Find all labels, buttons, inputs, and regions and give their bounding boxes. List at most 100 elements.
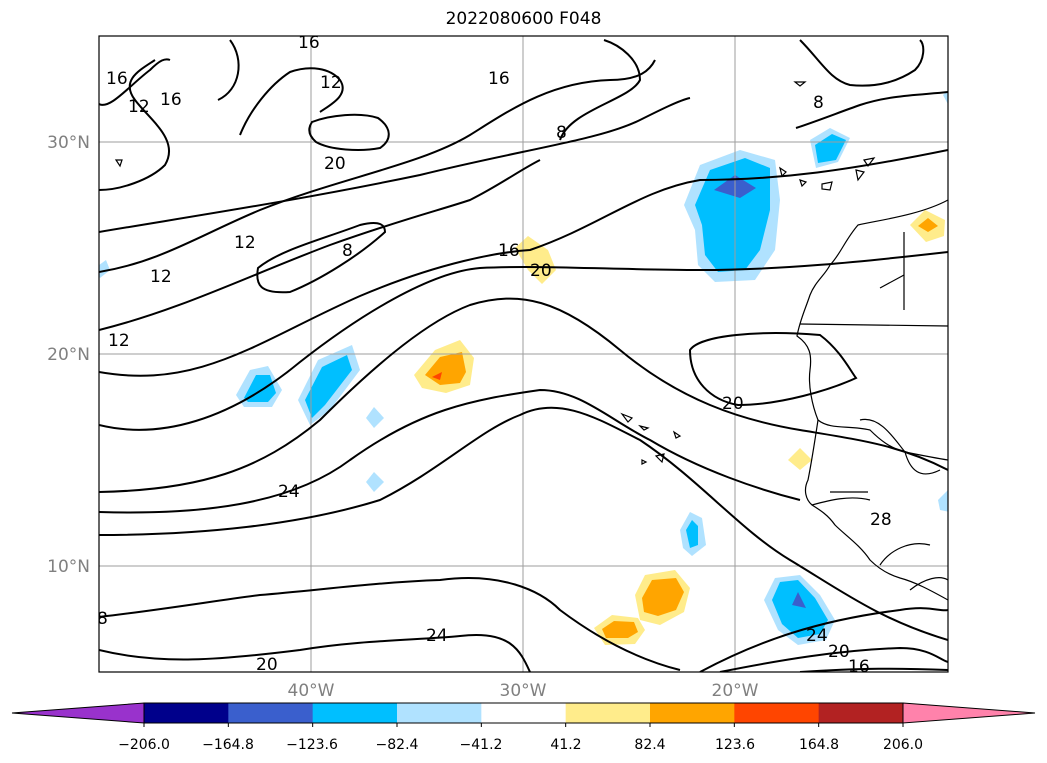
contour-line: [799, 667, 948, 672]
contour-line: [799, 39, 925, 87]
contour-label: 24: [278, 482, 300, 502]
colorbar-segment: [312, 703, 398, 723]
colorbar-ticks: −206.0 −164.8 −123.6 −82.4 −41.2 41.2 82…: [118, 737, 923, 753]
latitude-labels: 30°N 20°N 10°N: [47, 133, 90, 577]
contour-label: 16: [106, 69, 128, 89]
colorbar-segment: [734, 703, 820, 723]
colorbar-tick-label: 82.4: [634, 737, 665, 753]
lat-label-30n: 30°N: [47, 133, 90, 153]
contour-line: [256, 222, 387, 294]
lon-label-30w: 30°W: [500, 681, 547, 701]
colorbar-segment: [397, 703, 482, 723]
colorbar-segment: [818, 703, 904, 723]
contour-line: [99, 633, 531, 672]
contour-label: 8: [342, 241, 353, 261]
contour-label: 16: [488, 69, 510, 89]
contour-line: [99, 149, 948, 377]
island: [855, 169, 866, 182]
contour-line: [99, 297, 948, 493]
colorbar-segment: [144, 703, 229, 723]
island: [863, 157, 876, 168]
contour-line: [99, 251, 948, 431]
contour-line: [99, 406, 948, 641]
contour-label: 12: [320, 73, 342, 93]
contour-label: 24: [806, 626, 828, 646]
contour-label: 12: [150, 267, 172, 287]
island: [672, 430, 682, 439]
contour-line: [99, 577, 681, 671]
island: [793, 81, 807, 87]
colorbar-tick-label: 164.8: [799, 737, 839, 753]
border-line: [879, 274, 905, 289]
contour-label: 20: [722, 394, 744, 414]
colorbar-tick-label: −123.6: [286, 737, 338, 753]
contour-line: [795, 91, 948, 129]
border-line: [904, 451, 941, 475]
contour-label: 8: [556, 123, 567, 143]
lat-label-10n: 10°N: [47, 557, 90, 577]
island: [799, 179, 808, 188]
contour-line: [99, 97, 691, 233]
island: [641, 459, 648, 465]
longitude-labels: 40°W 30°W 20°W: [288, 681, 759, 701]
island: [779, 166, 787, 178]
lat-label-20n: 20°N: [47, 345, 90, 365]
contour-label: 20: [828, 642, 850, 662]
positive-anomaly-area: [432, 372, 442, 380]
contour-line: [239, 67, 344, 136]
negative-anomaly-area: [366, 472, 384, 492]
coastline-africa: [796, 199, 948, 461]
colorbar-tick-label: −206.0: [118, 737, 170, 753]
negative-anomaly-area: [943, 90, 948, 105]
contour-label: 28: [870, 510, 892, 530]
colorbar-tick-label: −82.4: [376, 737, 419, 753]
positive-anomaly-area: [918, 218, 938, 232]
border-line: [879, 543, 931, 566]
colorbar-tick-label: −41.2: [460, 737, 503, 753]
negative-anomaly-area: [792, 592, 806, 608]
contour-label: 16: [160, 90, 182, 110]
contour-label: 16: [498, 241, 520, 261]
negative-anomaly-area: [366, 407, 384, 428]
lon-label-20w: 20°W: [712, 681, 759, 701]
colorbar-segment: [565, 703, 651, 723]
border-line: [811, 497, 871, 506]
contour-label: 20: [256, 655, 278, 675]
contour-line: [719, 646, 948, 672]
contour-line: [99, 159, 541, 331]
island: [638, 424, 650, 431]
contour-label: 12: [234, 233, 256, 253]
contour-label: 20: [324, 154, 346, 174]
contour-label: 24: [426, 626, 448, 646]
contour-line: [99, 58, 171, 106]
contour-line: [99, 59, 171, 191]
contour-label: 12: [108, 331, 130, 351]
negative-anomaly-area: [772, 580, 828, 638]
negative-anomaly-area: [938, 490, 948, 512]
colorbar: −206.0 −164.8 −123.6 −82.4 −41.2 41.2 82…: [11, 702, 1036, 753]
colorbar-extend-high: [902, 702, 1036, 724]
contour-label: 20: [530, 261, 552, 281]
negative-anomaly-area: [99, 260, 110, 278]
colorbar-outline: [143, 702, 904, 724]
border-line: [799, 323, 948, 327]
colorbar-tick-label: 123.6: [715, 737, 755, 753]
colorbar-extend-low: [11, 702, 145, 724]
colorbar-segment: [228, 703, 314, 723]
contour-label: 8: [97, 609, 108, 629]
contour-label: 16: [848, 657, 870, 677]
gridlines: [99, 36, 948, 672]
contour-label: 8: [813, 93, 824, 113]
border-line: [859, 418, 906, 453]
positive-anomaly-area: [515, 236, 556, 284]
island: [620, 412, 634, 423]
map-frame: [98, 35, 949, 673]
lon-label-40w: 40°W: [288, 681, 335, 701]
negative-anomaly-area: [305, 355, 352, 418]
contour-line: [688, 332, 858, 407]
colorbar-tick-label: −164.8: [202, 737, 254, 753]
contour-line: [217, 39, 240, 101]
positive-anomaly-area: [642, 578, 684, 616]
